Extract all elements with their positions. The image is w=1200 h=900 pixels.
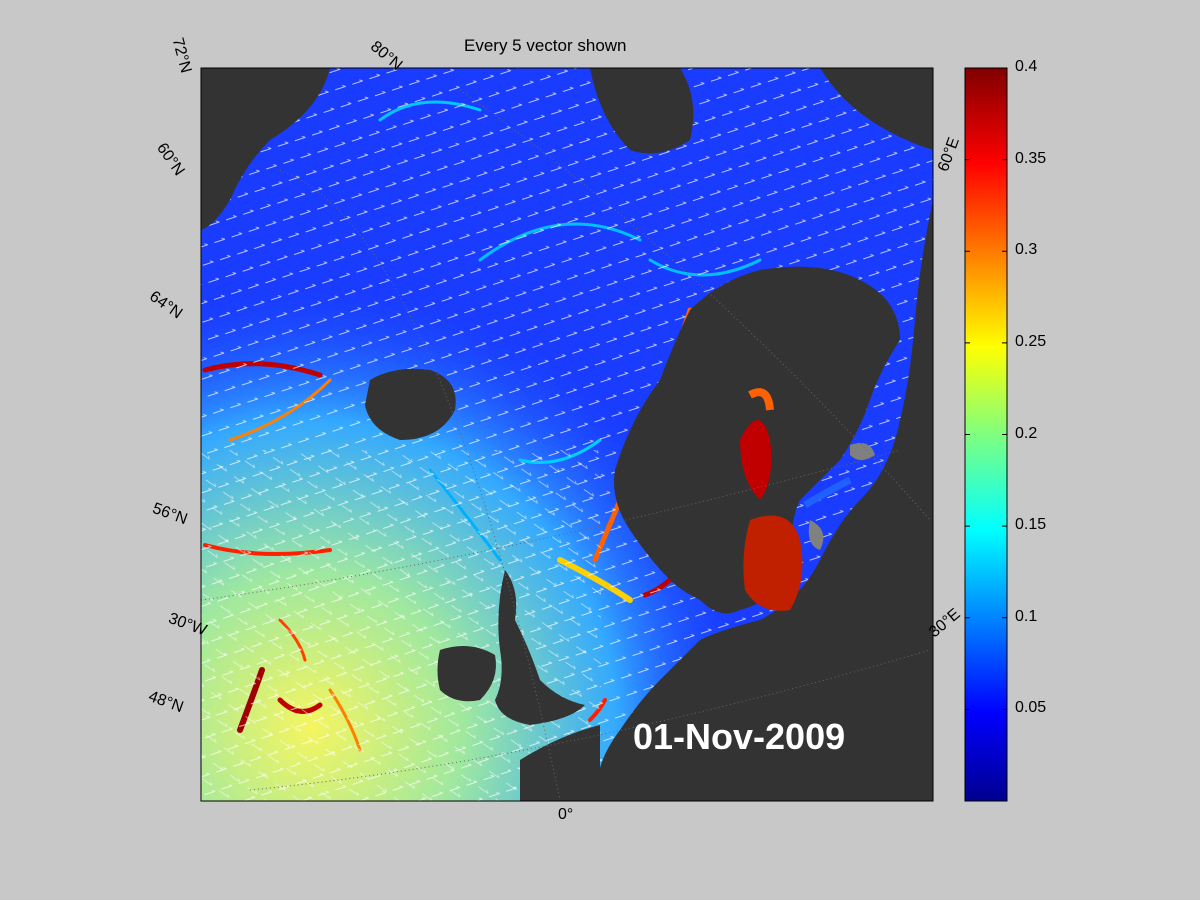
greenland	[201, 68, 330, 230]
iceland	[365, 368, 456, 440]
colorbar-ticks	[965, 67, 1007, 710]
map-area	[201, 68, 933, 801]
colorbar-tick-label: 0.2	[1015, 424, 1038, 442]
eurasia	[597, 200, 933, 801]
graticule	[201, 89, 931, 801]
colorbar-tick-label: 0.3	[1015, 241, 1038, 259]
colorbar-tick-label: 0.05	[1015, 699, 1047, 717]
ireland	[437, 646, 496, 702]
colorbar-tick-label: 0.25	[1015, 332, 1047, 350]
colorbar-tick-label: 0.35	[1015, 149, 1047, 167]
colorbar-tick-label: 0.15	[1015, 516, 1047, 534]
svalbard	[590, 68, 694, 154]
colorbar	[964, 67, 1008, 802]
novaya-zemlya	[820, 68, 933, 150]
date-stamp: 01-Nov-2009	[633, 716, 846, 757]
great-britain	[495, 570, 585, 725]
figure-title: Every 5 vector shown	[464, 36, 627, 55]
colorbar-tick-label: 0.4	[1015, 58, 1038, 75]
velocity-vectors-south	[201, 450, 601, 801]
gulf-of-bothnia-north	[740, 420, 772, 500]
france	[520, 725, 600, 801]
gulf-of-finland	[803, 476, 852, 509]
colorbar-tick-label: 0.1	[1015, 607, 1038, 625]
baltic-sea	[743, 515, 803, 611]
map-frame	[200, 67, 934, 802]
lakes	[808, 442, 875, 550]
bothnian-bay	[748, 388, 774, 411]
lon-label-0: 0°	[558, 806, 574, 823]
